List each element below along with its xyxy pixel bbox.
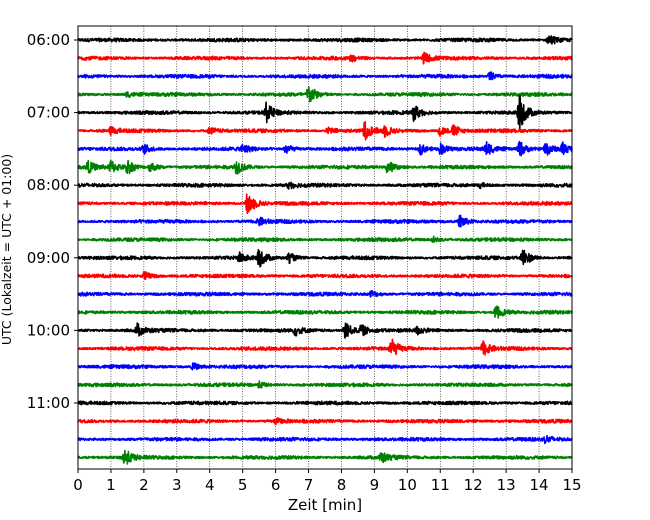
trace-line bbox=[77, 362, 573, 371]
x-tick-label: 11 bbox=[431, 476, 450, 494]
y-tick-label: 06:00 bbox=[27, 31, 70, 49]
x-axis-label: Zeit [min] bbox=[288, 496, 362, 514]
trace-line bbox=[77, 434, 573, 445]
x-tick-label: 3 bbox=[172, 476, 182, 494]
x-tick-label: 8 bbox=[337, 476, 347, 494]
trace-line bbox=[77, 51, 573, 65]
trace-line bbox=[77, 289, 573, 298]
trace-line bbox=[77, 181, 573, 190]
x-tick-label: 0 bbox=[73, 476, 83, 494]
y-tick-label: 09:00 bbox=[27, 249, 70, 267]
y-tick-label: 08:00 bbox=[27, 176, 70, 194]
x-tick-label: 12 bbox=[464, 476, 483, 494]
trace-line bbox=[77, 120, 573, 141]
y-tick-label: 10:00 bbox=[27, 321, 70, 339]
trace-line bbox=[77, 449, 573, 465]
x-tick-label: 1 bbox=[106, 476, 116, 494]
x-tick-label: 5 bbox=[238, 476, 248, 494]
trace-line bbox=[77, 214, 573, 228]
y-axis: 06:00 07:00 08:00 09:00 10:00 11:00 bbox=[27, 31, 78, 412]
trace-line bbox=[77, 140, 573, 157]
trace-line bbox=[77, 380, 573, 389]
x-tick-label: 14 bbox=[530, 476, 549, 494]
x-tick-label: 9 bbox=[370, 476, 380, 494]
y-axis-label: UTC (Lokalzeit = UTC + 01:00) bbox=[0, 154, 14, 345]
trace-line bbox=[77, 400, 573, 406]
trace-line bbox=[77, 71, 573, 81]
x-tick-label: 4 bbox=[205, 476, 215, 494]
trace-line bbox=[77, 338, 573, 356]
x-tick-label: 6 bbox=[271, 476, 281, 494]
y-tick-label: 11:00 bbox=[27, 394, 70, 412]
trace-line bbox=[77, 159, 573, 175]
x-tick-label: 15 bbox=[562, 476, 581, 494]
trace-line bbox=[77, 322, 573, 339]
trace-line bbox=[77, 35, 573, 45]
trace-line bbox=[77, 417, 573, 426]
plot-frame bbox=[77, 25, 573, 470]
trace-line bbox=[77, 305, 573, 319]
trace-line bbox=[77, 248, 573, 268]
x-tick-label: 2 bbox=[139, 476, 149, 494]
trace-line bbox=[77, 193, 573, 215]
x-axis: 0 1 2 3 4 5 6 7 8 9 10 11 12 13 14 15 bbox=[73, 469, 582, 494]
y-tick-label: 07:00 bbox=[27, 104, 70, 122]
trace-line bbox=[77, 86, 573, 103]
trace-line bbox=[77, 235, 573, 244]
x-tick-label: 7 bbox=[304, 476, 314, 494]
x-tick-label: 10 bbox=[398, 476, 417, 494]
trace-line bbox=[77, 95, 573, 131]
trace-line bbox=[77, 270, 573, 281]
seismic-traces bbox=[77, 35, 573, 465]
x-tick-label: 13 bbox=[497, 476, 516, 494]
